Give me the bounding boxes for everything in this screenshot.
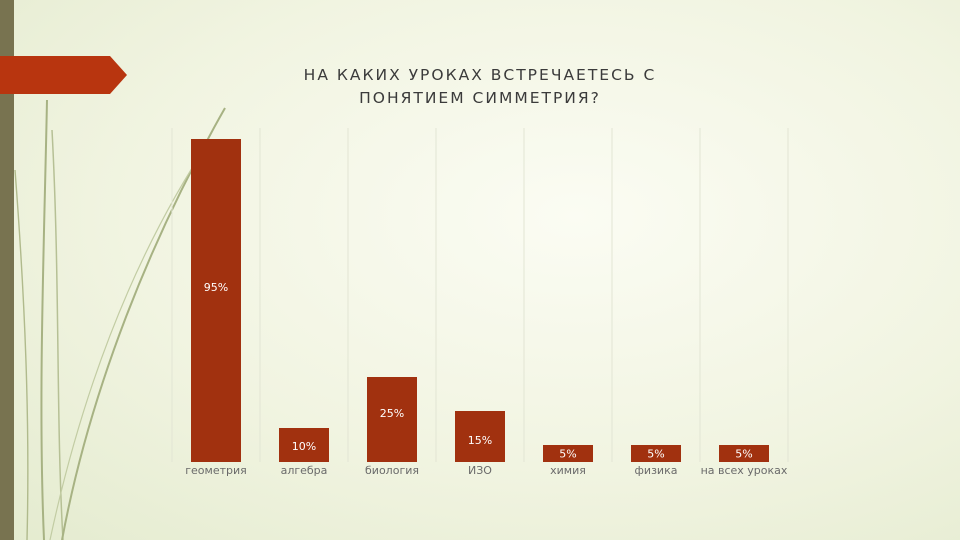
chart-title-line-1: НА КАКИХ УРОКАХ ВСТРЕЧАЕТЕСЬ С (303, 66, 657, 84)
category-label-7: на всех уроках (701, 464, 788, 477)
title-arrow-shape (0, 56, 127, 94)
side-strip (0, 0, 14, 540)
bar-6 (631, 445, 681, 462)
category-label-6: физика (635, 464, 678, 477)
chart-title-line-2: ПОНЯТИЕМ СИММЕТРИЯ? (359, 89, 601, 107)
bar-3 (367, 377, 417, 462)
category-label-1: геометрия (185, 464, 247, 477)
data-label-7: 5% (735, 448, 752, 461)
data-label-5: 5% (559, 448, 576, 461)
data-label-1: 95% (204, 281, 228, 294)
bar-7 (719, 445, 769, 462)
data-label-3: 25% (380, 407, 404, 420)
bar-2 (279, 428, 329, 462)
bar-4 (455, 411, 505, 462)
category-label-5: химия (550, 464, 586, 477)
bar-1 (191, 139, 241, 462)
data-label-4: 15% (468, 434, 492, 447)
category-label-4: ИЗО (468, 464, 492, 477)
bar-5 (543, 445, 593, 462)
chart-title: НА КАКИХ УРОКАХ ВСТРЕЧАЕТЕСЬ С ПОНЯТИЕМ … (230, 64, 730, 110)
category-label-2: алгебра (281, 464, 328, 477)
data-label-2: 10% (292, 440, 316, 453)
data-label-6: 5% (647, 448, 664, 461)
category-label-3: биология (365, 464, 419, 477)
